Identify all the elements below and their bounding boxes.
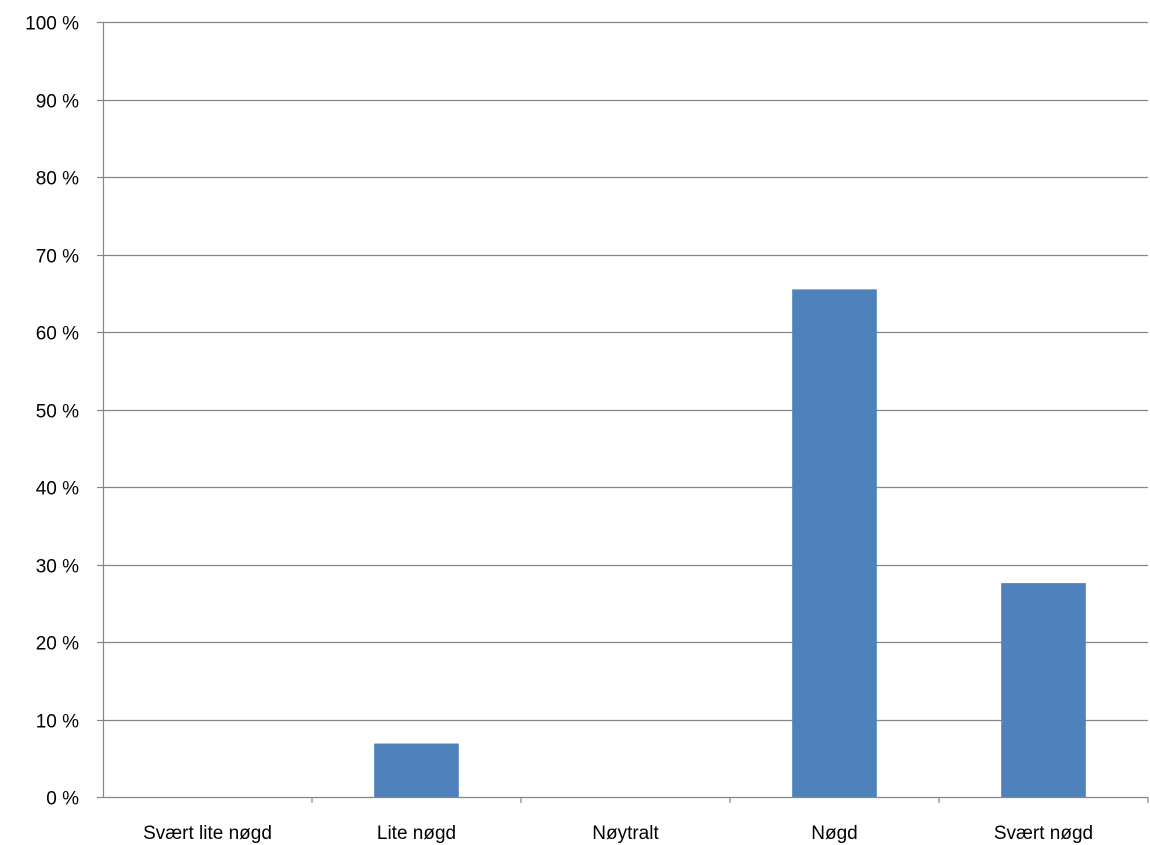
y-tick-label: 30 % — [36, 557, 79, 578]
axes — [97, 21, 1149, 803]
x-category-label: Nøgd — [811, 823, 857, 844]
y-tick-label: 100 % — [25, 14, 79, 35]
y-tick-labels: 0 % 10 % 20 % 30 % 40 % 50 % 60 % 70 % 80 % 90 % 1… — [25, 14, 79, 810]
x-category-labels: Svært lite nøgd Lite nøgd Nøytralt Nøgd Svær… — [143, 823, 1093, 844]
y-tick-label: 10 % — [36, 712, 79, 733]
x-category-label: Lite nøgd — [377, 823, 456, 844]
y-tick-label: 60 % — [36, 324, 79, 345]
y-tick-label: 80 % — [36, 169, 79, 190]
x-category-label: Svært lite nøgd — [143, 823, 272, 844]
bar — [792, 289, 877, 797]
y-tick-label: 70 % — [36, 247, 79, 268]
y-tick-label: 90 % — [36, 92, 79, 113]
x-category-label: Nøytralt — [592, 823, 659, 844]
gridlines — [103, 21, 1148, 722]
bar — [374, 743, 459, 797]
x-category-label: Svært nøgd — [994, 823, 1093, 844]
y-tick-label: 40 % — [36, 479, 79, 500]
y-tick-label: 0 % — [46, 789, 79, 810]
y-tick-label: 20 % — [36, 634, 79, 655]
y-tick-label: 50 % — [36, 402, 79, 423]
bar — [1001, 583, 1086, 797]
bars — [374, 289, 1086, 797]
